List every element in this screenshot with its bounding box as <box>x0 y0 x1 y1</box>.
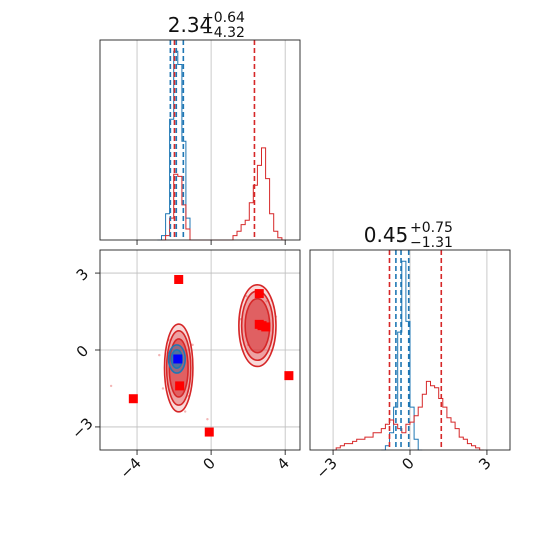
joint-faint-sample <box>183 410 187 413</box>
y-marginal-histogram-series-1 <box>332 380 484 451</box>
x-marginal-ticks <box>136 240 286 245</box>
x-marginal-title-value: 2.34 <box>168 13 213 37</box>
x-marginal-histogram-series-1 <box>161 147 286 241</box>
x-marginal-frame <box>99 39 301 241</box>
joint-grid <box>100 250 300 450</box>
x-marginal-title-plus: +0.64 <box>202 10 245 26</box>
joint-faint-sample <box>109 384 113 388</box>
joint-marker-4 <box>261 322 271 332</box>
joint-panel: −4 0 430−3 <box>68 249 301 482</box>
x-marginal-quantile-lines <box>169 40 256 240</box>
joint-faint-sample <box>206 418 209 421</box>
joint-faint-sample <box>191 343 194 347</box>
joint-markers <box>128 274 294 437</box>
joint-marker-6 <box>175 381 185 391</box>
joint-marker-1 <box>254 289 264 299</box>
joint-marker-0 <box>174 274 184 284</box>
joint-faint-sample <box>265 300 268 303</box>
joint-marker-9 <box>173 354 183 364</box>
y-marginal-title-plus: +0.75 <box>410 220 453 236</box>
joint-marker-8 <box>204 427 214 437</box>
y-marginal-title: 0.45 <box>364 223 409 247</box>
joint-marker-7 <box>128 394 138 404</box>
joint-faint-sample <box>161 387 165 390</box>
joint-faint-sample <box>158 353 161 357</box>
x-marginal-panel: 2.34 +0.64 −4.32 <box>99 10 301 245</box>
x-marginal-title: 2.34 <box>168 13 213 37</box>
y-marginal-frame <box>309 249 511 451</box>
y-marginal-title-value: 0.45 <box>364 223 409 247</box>
y-marginal-title-minus: −1.31 <box>410 235 453 251</box>
y-marginal-panel: −3 0 3 0.45 +0.75 −1.31 <box>309 220 511 482</box>
joint-frame <box>99 249 301 451</box>
joint-marker-5 <box>284 371 294 381</box>
y-marginal-quantile-lines <box>388 250 443 450</box>
x-marginal-grid <box>136 40 286 240</box>
x-marginal-title-minus: −4.32 <box>202 25 245 41</box>
